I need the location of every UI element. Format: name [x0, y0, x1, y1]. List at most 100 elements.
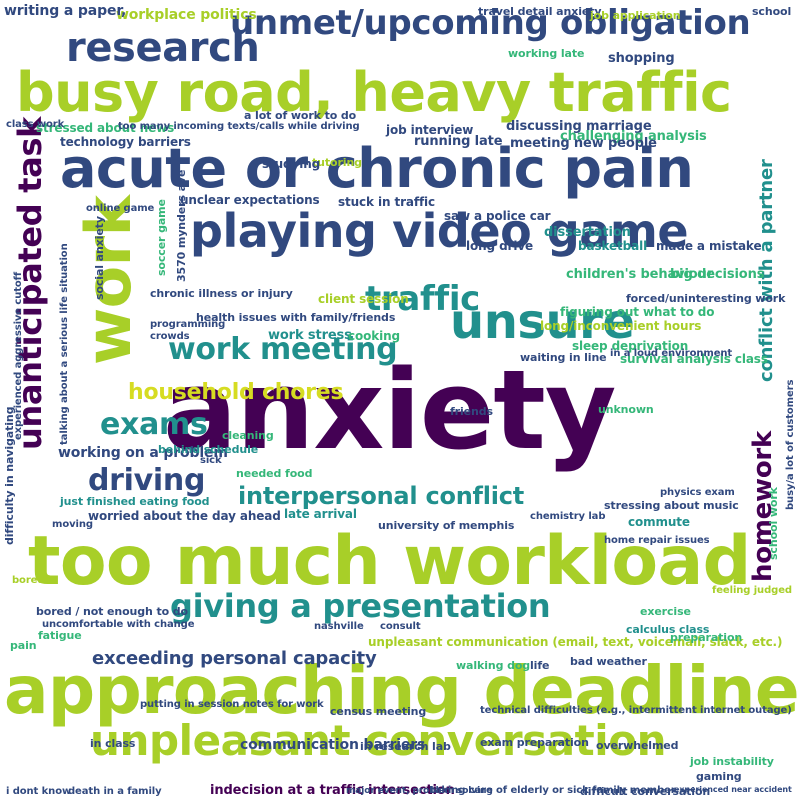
word: physics exam	[660, 487, 735, 498]
word: taking care of elderly or sick family me…	[430, 785, 676, 796]
word: bored / not enough to do	[36, 605, 188, 618]
word: anxiety	[163, 346, 616, 474]
word: children's behaviour	[566, 267, 713, 282]
word: workplace politics	[116, 7, 257, 23]
word: overwhelmed	[596, 739, 679, 752]
word: needed food	[236, 467, 313, 480]
word: university of memphis	[378, 519, 515, 532]
word: worried about the day ahead	[88, 509, 281, 523]
word: work meeting	[168, 332, 398, 367]
word: online game	[86, 203, 155, 214]
word: travel detail anxiety	[478, 5, 602, 18]
word: running late	[414, 134, 503, 149]
word: stuck in traffic	[338, 195, 436, 209]
word: big decisions	[670, 267, 765, 282]
word: talking about a serious life situation	[59, 243, 70, 445]
word: chronic illness or injury	[150, 287, 293, 300]
word: 3570 mynders ave	[175, 169, 188, 282]
word: gaming	[696, 770, 742, 783]
word: stressing about music	[604, 499, 739, 512]
word: nashville	[314, 621, 364, 632]
word: technology barriers	[60, 135, 191, 149]
word: exercise	[640, 605, 691, 618]
word: interpersonal conflict	[238, 482, 524, 510]
word: cleaning	[222, 429, 274, 442]
word: work stress	[268, 328, 352, 343]
word: commute	[628, 515, 690, 529]
word: class work	[6, 119, 65, 130]
word: just finished eating food	[60, 495, 210, 508]
word: in research lab	[360, 740, 451, 753]
word: in a loud environment	[610, 348, 733, 359]
word: feeling judged	[712, 585, 792, 596]
word: experienced aggressive cutoff	[13, 271, 24, 440]
word: school	[752, 5, 792, 18]
word: major event, problem solving	[346, 786, 493, 796]
word: home repair issues	[604, 535, 710, 546]
word: exams	[100, 407, 208, 442]
word: writing a paper,	[4, 3, 127, 19]
word: busy road, heavy traffic	[16, 61, 732, 124]
word: moving	[52, 519, 93, 530]
word: sleep deprivation	[572, 339, 689, 353]
word: in class	[90, 737, 136, 750]
word: figuring out what to do	[560, 305, 715, 319]
word: made a mistake	[656, 239, 762, 253]
word: stressed about news	[36, 121, 175, 135]
word: too many incoming texts/calls while driv…	[118, 121, 360, 132]
word: unmet/upcoming obligation	[230, 3, 751, 43]
word: saw a police car	[444, 209, 551, 223]
word: shopping	[608, 51, 675, 66]
word: difficult conversation	[580, 785, 711, 798]
word: cooking	[348, 329, 400, 343]
word: walking dog	[456, 659, 531, 672]
word: school work	[767, 487, 780, 560]
word: crowds	[150, 331, 190, 342]
word: approaching deadline	[4, 652, 800, 729]
word: survival analysis class	[620, 352, 768, 366]
word: calculus class	[626, 623, 710, 636]
word: preparation	[670, 631, 743, 644]
word: i dont know	[6, 786, 72, 797]
word: bored	[12, 575, 45, 586]
word: forced/uninteresting work	[626, 292, 786, 305]
word: tutoring	[312, 156, 362, 169]
word: late arrival	[284, 507, 357, 521]
word: exceeding personal capacity	[92, 648, 377, 669]
word: challenging analysis	[560, 129, 707, 144]
word: indecision at a traffic intersection	[210, 783, 455, 798]
word: technical difficulties (e.g., intermitte…	[480, 705, 792, 716]
word: life	[530, 659, 550, 672]
word: bad weather	[570, 655, 647, 668]
word: meeting new people	[510, 136, 657, 151]
word: long/inconvenient hours	[540, 319, 702, 333]
word: health issues with family/friends	[196, 311, 396, 324]
word: programming	[150, 319, 226, 330]
word: driving	[88, 463, 206, 498]
word: dissertation	[544, 225, 631, 240]
word: too much workload	[28, 522, 751, 601]
word: job interview	[386, 123, 474, 137]
word: job instability	[690, 755, 774, 768]
word: chemistry lab	[530, 511, 606, 522]
word: unpleasant communication (email, text, v…	[368, 635, 783, 649]
word: work	[72, 195, 145, 365]
word: basketball	[578, 239, 648, 253]
word: job application	[590, 9, 681, 22]
word: unknown	[598, 403, 654, 416]
word: playing video game	[190, 204, 689, 258]
word: census meeting	[330, 705, 427, 718]
word: friends	[450, 405, 493, 418]
word: discussing marriage	[506, 119, 652, 134]
word: social anxiety	[93, 216, 106, 300]
word: pain	[10, 639, 37, 652]
word: research	[66, 25, 260, 71]
word: acute or chronic pain	[60, 137, 694, 200]
word: consult	[380, 621, 421, 632]
word: working on a problem	[58, 445, 228, 461]
word: fatigue	[38, 629, 82, 642]
word: working late	[508, 47, 585, 60]
word: exam preparation	[480, 736, 589, 749]
word: unsure	[450, 294, 635, 350]
